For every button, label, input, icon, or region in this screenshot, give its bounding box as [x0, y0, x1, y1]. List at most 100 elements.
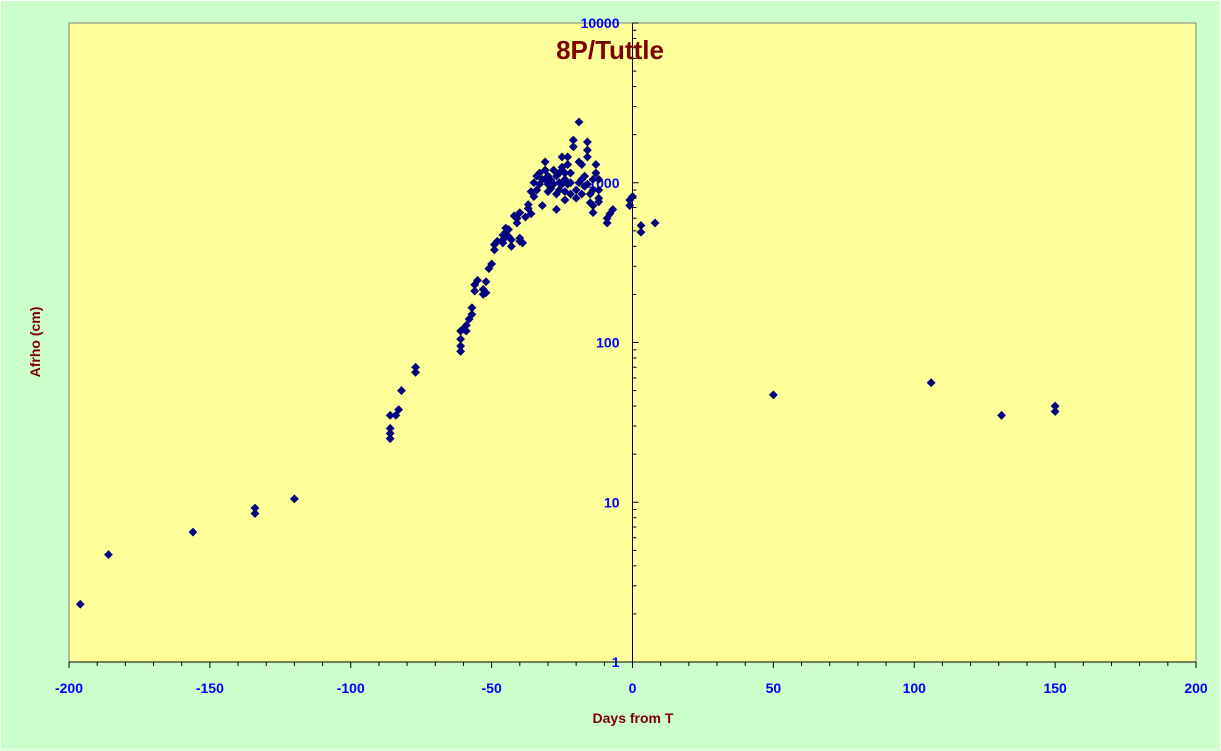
data-point — [768, 390, 778, 400]
x-tick-label: 0 — [629, 680, 637, 696]
data-point — [926, 378, 936, 388]
data-point — [549, 165, 559, 175]
x-tick-label: -100 — [337, 680, 365, 696]
data-point — [580, 171, 590, 181]
x-tick-label: 200 — [1184, 680, 1208, 696]
y-tick-label: 10 — [604, 494, 620, 510]
data-point — [385, 434, 395, 444]
data-point — [250, 509, 260, 518]
data-point — [518, 238, 528, 248]
data-point — [456, 346, 466, 356]
data-point — [568, 142, 578, 152]
x-tick-label: 100 — [903, 680, 927, 696]
data-point — [397, 386, 406, 396]
data-point — [521, 212, 530, 222]
data-point — [608, 205, 618, 214]
data-point — [636, 221, 646, 230]
data-point — [574, 117, 584, 127]
data-point — [487, 259, 497, 269]
x-tick-label: -50 — [482, 680, 502, 696]
data-point — [481, 277, 491, 287]
data-point — [523, 200, 533, 210]
data-point — [385, 423, 395, 433]
data-point — [1050, 401, 1060, 411]
data-point — [560, 195, 570, 205]
x-tick-label: 50 — [766, 680, 782, 696]
data-point — [461, 326, 471, 336]
data-point — [582, 145, 592, 155]
data-point — [529, 178, 539, 188]
data-point — [540, 165, 550, 175]
data-point — [577, 160, 587, 169]
data-point — [582, 137, 592, 147]
data-point — [552, 205, 561, 214]
data-point — [535, 168, 544, 178]
data-point — [289, 494, 299, 504]
data-point — [467, 303, 477, 313]
data-point — [391, 410, 401, 420]
data-point — [456, 334, 466, 344]
data-point — [594, 174, 604, 184]
data-point — [1050, 407, 1060, 416]
data-point — [250, 503, 260, 513]
y-tick-label: 1 — [612, 654, 620, 670]
data-point — [537, 201, 547, 210]
data-point — [540, 157, 550, 167]
data-point — [588, 201, 598, 210]
data-point — [628, 192, 637, 201]
data-point — [636, 227, 646, 237]
data-point — [566, 189, 575, 199]
data-point — [594, 185, 604, 195]
data-point — [554, 185, 564, 195]
data-point — [385, 428, 395, 438]
data-point — [481, 288, 491, 298]
data-point — [104, 550, 113, 560]
data-point — [997, 410, 1007, 420]
data-point — [602, 218, 612, 228]
data-point — [473, 275, 482, 285]
data-point — [571, 185, 581, 195]
data-point — [506, 235, 516, 245]
data-point — [591, 160, 601, 169]
data-point — [490, 245, 499, 255]
data-point — [560, 187, 570, 197]
data-point — [625, 201, 635, 210]
data-point — [411, 367, 420, 377]
data-point — [529, 192, 539, 201]
data-point — [75, 599, 85, 609]
data-point — [515, 208, 525, 218]
y-axis-title: Afrho (cm) — [27, 307, 43, 378]
data-point — [588, 208, 598, 218]
data-point — [594, 193, 604, 203]
data-point — [582, 152, 592, 162]
data-point — [498, 235, 508, 245]
data-point — [394, 405, 404, 415]
data-point — [563, 160, 573, 169]
data-point — [568, 135, 578, 145]
data-point — [532, 185, 542, 195]
y-tick-label: 10000 — [581, 15, 620, 31]
data-point — [566, 178, 575, 188]
data-point — [582, 179, 592, 189]
data-point — [467, 309, 477, 319]
data-point — [571, 193, 581, 203]
data-point — [650, 218, 660, 228]
y-tick-label: 100 — [596, 335, 620, 351]
x-tick-label: 150 — [1043, 680, 1067, 696]
data-point — [591, 168, 601, 178]
data-point — [504, 225, 513, 234]
x-tick-label: -150 — [196, 680, 224, 696]
data-point — [470, 286, 480, 296]
data-point — [411, 362, 420, 372]
data-point — [506, 241, 516, 251]
data-point — [526, 209, 536, 219]
x-axis-title: Days from T — [593, 710, 674, 726]
chart-title: 8P/Tuttle — [556, 35, 664, 65]
data-point — [577, 189, 587, 199]
x-tick-label: -200 — [55, 680, 83, 696]
data-point — [566, 168, 575, 178]
data-point — [461, 320, 471, 330]
data-point — [512, 218, 522, 228]
